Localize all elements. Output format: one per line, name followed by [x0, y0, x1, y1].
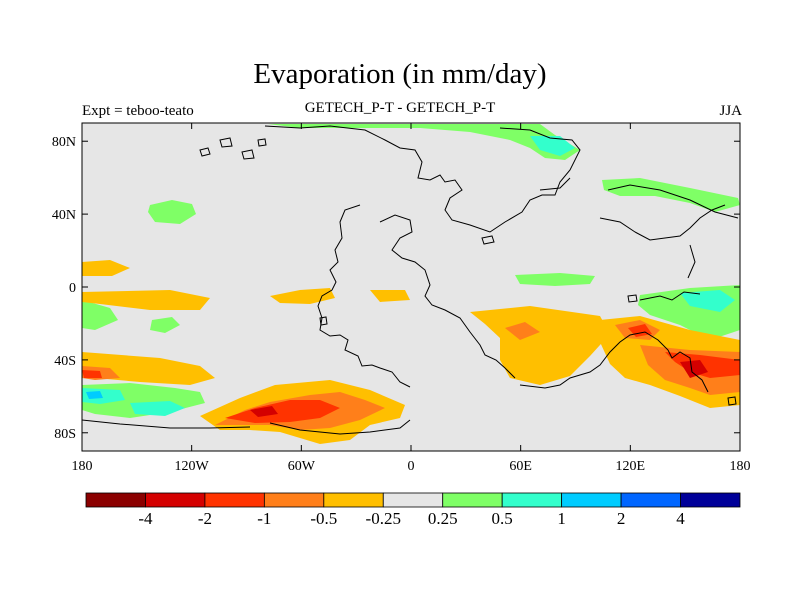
anomaly-region	[505, 322, 540, 340]
anomaly-region	[86, 391, 103, 399]
colorbar-swatch	[85, 492, 146, 508]
colorbar: -4 -2 -1 -0.5 -0.25 0.25 0.5 1 2 4	[85, 492, 741, 528]
anomaly-region	[82, 290, 210, 310]
anomaly-region	[82, 260, 130, 276]
anomaly-region	[130, 401, 185, 416]
continent-outline	[599, 204, 726, 241]
colorbar-swatch	[620, 492, 681, 508]
continent-outline	[264, 125, 581, 233]
axis-ticks: 180 120W 60W 0 60E 120E 180 80N 40N 0 40S 80S	[52, 123, 751, 474]
x-tick-label: 60E	[509, 459, 532, 474]
colorbar-swatch	[382, 492, 444, 508]
x-tick-label: 180	[730, 459, 751, 474]
x-tick-label: 0	[408, 459, 415, 474]
island-outline	[241, 149, 255, 160]
y-tick-label: 80N	[52, 135, 76, 150]
colorbar-swatch	[561, 492, 622, 508]
colorbar-label: 0.5	[492, 509, 513, 528]
dataset-label: GETECH_P-T - GETECH_P-T	[304, 100, 496, 116]
continent-outline	[519, 331, 709, 393]
anomaly-region	[270, 288, 335, 304]
colorbar-label: -4	[138, 509, 153, 528]
colorbar-swatch	[442, 492, 503, 508]
anomaly-region	[82, 370, 102, 378]
experiment-label: Expt = teboo-teato	[82, 103, 194, 119]
continent-outline	[82, 419, 251, 429]
x-tick-label: 120W	[175, 459, 210, 474]
map-title: Evaporation (in mm/day)	[253, 58, 547, 90]
colorbar-swatch	[145, 492, 206, 508]
y-tick-label: 0	[69, 281, 76, 296]
continent-outline	[687, 244, 696, 279]
island-outline	[727, 396, 737, 406]
colorbar-label: 1	[557, 509, 566, 528]
map-plot	[82, 123, 740, 451]
colorbar-swatch	[323, 492, 384, 508]
anomaly-region	[680, 290, 735, 312]
season-label: JJA	[719, 103, 742, 119]
anomaly-region	[150, 317, 180, 333]
anomaly-region	[515, 273, 595, 286]
anomaly-region	[470, 306, 610, 385]
colorbar-label: 4	[676, 509, 685, 528]
anomaly-region	[530, 136, 575, 156]
colorbar-label: -1	[257, 509, 271, 528]
anomaly-region	[680, 360, 708, 378]
island-outline	[627, 294, 638, 303]
continent-outline	[379, 214, 516, 379]
island-outline	[319, 316, 328, 326]
continent-outline	[607, 184, 739, 219]
island-outline	[219, 137, 233, 148]
negative-anomalies	[82, 260, 740, 444]
x-tick-label: 60W	[288, 459, 316, 474]
anomaly-region	[225, 400, 340, 423]
y-tick-label: 40S	[54, 354, 76, 369]
continent-outline	[539, 177, 571, 191]
anomaly-region	[370, 290, 410, 302]
colorbar-label: -2	[198, 509, 212, 528]
anomaly-region	[148, 200, 196, 224]
colorbar-swatch	[680, 492, 741, 508]
colorbar-label: -0.25	[366, 509, 401, 528]
y-tick-label: 80S	[54, 427, 76, 442]
y-tick-label: 40N	[52, 208, 76, 223]
colorbar-swatch	[263, 492, 325, 508]
island-outline	[199, 147, 211, 157]
colorbar-swatch	[204, 492, 265, 508]
continent-outline	[269, 419, 411, 435]
anomaly-region	[268, 124, 580, 160]
anomaly-region	[82, 300, 118, 330]
colorbar-label: 0.25	[428, 509, 458, 528]
continent-outline	[639, 291, 701, 301]
colorbar-swatch	[501, 492, 563, 508]
coastlines	[82, 125, 739, 435]
colorbar-label: -0.5	[310, 509, 337, 528]
colorbar-label: 2	[617, 509, 626, 528]
island-outline	[481, 235, 495, 245]
anomaly-region	[250, 406, 278, 417]
island-outline	[257, 138, 267, 147]
x-tick-label: 120E	[616, 459, 646, 474]
x-tick-label: 180	[72, 459, 93, 474]
